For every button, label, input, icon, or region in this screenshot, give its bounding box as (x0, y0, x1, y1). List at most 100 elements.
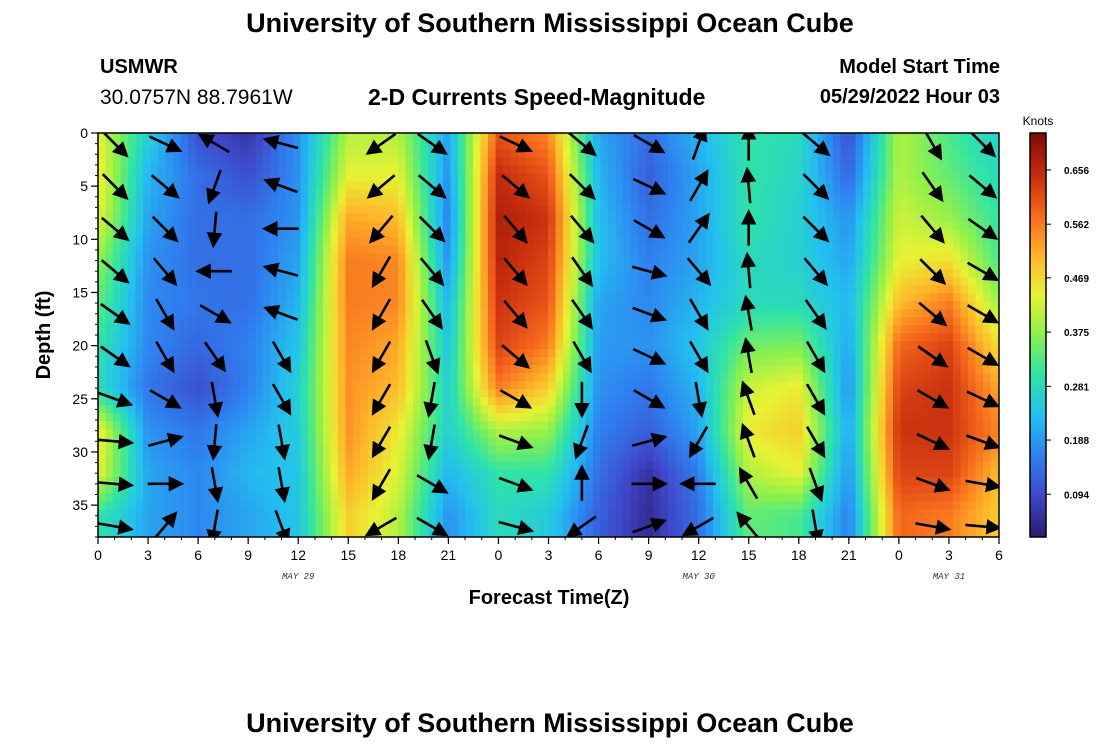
heatmap-cell (113, 333, 122, 342)
heatmap-cell (98, 141, 107, 150)
heatmap-cell (158, 333, 167, 342)
heatmap-cell (113, 477, 122, 486)
heatmap-cell (203, 373, 212, 382)
heatmap-cell (135, 141, 144, 150)
heatmap-cell (735, 189, 744, 198)
heatmap-cell (480, 365, 489, 374)
heatmap-cell (713, 157, 722, 166)
heatmap-cell (728, 173, 737, 182)
heatmap-cell (255, 485, 264, 494)
heatmap-cell (480, 405, 489, 414)
heatmap-cell (698, 333, 707, 342)
heatmap-cell (675, 261, 684, 270)
heatmap-cell (218, 509, 227, 518)
heatmap-cell (285, 301, 294, 310)
heatmap-cell (360, 277, 369, 286)
heatmap-cell (315, 277, 324, 286)
heatmap-cell (525, 509, 534, 518)
heatmap-cell (180, 317, 189, 326)
heatmap-cell (150, 293, 159, 302)
heatmap-cell (503, 445, 512, 454)
heatmap-cell (360, 533, 369, 537)
heatmap-cell (705, 165, 714, 174)
heatmap-cell (645, 277, 654, 286)
heatmap-cell (630, 333, 639, 342)
heatmap-cell (450, 397, 459, 406)
heatmap-cell (240, 157, 249, 166)
heatmap-cell (518, 301, 527, 310)
heatmap-cell (293, 221, 302, 230)
heatmap-cell (203, 445, 212, 454)
heatmap-cell (465, 149, 474, 158)
heatmap-cell (675, 333, 684, 342)
heatmap-cell (735, 253, 744, 262)
heatmap-cell (368, 373, 377, 382)
heatmap-cell (473, 469, 482, 478)
heatmap-cell (630, 381, 639, 390)
heatmap-cell (540, 469, 549, 478)
heatmap-cell (675, 269, 684, 278)
heatmap-cell (510, 533, 519, 537)
heatmap-cell (705, 237, 714, 246)
heatmap-cell (728, 197, 737, 206)
heatmap-cell (195, 365, 204, 374)
heatmap-cell (503, 245, 512, 254)
heatmap-cell (120, 341, 129, 350)
heatmap-cell (495, 285, 504, 294)
heatmap-cell (555, 149, 564, 158)
heatmap-cell (210, 325, 219, 334)
heatmap-cell (555, 509, 564, 518)
heatmap-cell (803, 197, 812, 206)
heatmap-cell (510, 325, 519, 334)
heatmap-cell (510, 397, 519, 406)
heatmap-cell (540, 477, 549, 486)
heatmap-cell (533, 197, 542, 206)
heatmap-cell (788, 157, 797, 166)
heatmap-cell (135, 429, 144, 438)
heatmap-cell (105, 325, 114, 334)
heatmap-cell (638, 237, 647, 246)
heatmap-cell (713, 141, 722, 150)
heatmap-cell (533, 165, 542, 174)
heatmap-cell (630, 517, 639, 526)
heatmap-cell (533, 445, 542, 454)
heatmap-cell (623, 485, 632, 494)
heatmap-cell (750, 517, 759, 526)
heatmap-cell (630, 141, 639, 150)
heatmap-cell (375, 149, 384, 158)
heatmap-cell (308, 173, 317, 182)
heatmap-cell (593, 229, 602, 238)
heatmap-cell (173, 421, 182, 430)
heatmap-cell (263, 453, 272, 462)
heatmap-cell (210, 373, 219, 382)
heatmap-cell (495, 229, 504, 238)
heatmap-cell (548, 253, 557, 262)
heatmap-cell (375, 413, 384, 422)
heatmap-cell (773, 221, 782, 230)
heatmap-cell (773, 397, 782, 406)
heatmap-cell (563, 269, 572, 278)
heatmap-cell (428, 245, 437, 254)
heatmap-cell (150, 165, 159, 174)
heatmap-cell (405, 365, 414, 374)
heatmap-cell (818, 309, 827, 318)
heatmap-cell (435, 173, 444, 182)
heatmap-cell (690, 285, 699, 294)
heatmap-cell (518, 349, 527, 358)
heatmap-cell (113, 285, 122, 294)
heatmap-cell (293, 293, 302, 302)
heatmap-cell (668, 181, 677, 190)
heatmap-cell (383, 181, 392, 190)
heatmap-cell (473, 397, 482, 406)
heatmap-cell (623, 149, 632, 158)
heatmap-cell (443, 389, 452, 398)
heatmap-cell (660, 221, 669, 230)
heatmap-cell (398, 413, 407, 422)
heatmap-cell (720, 237, 729, 246)
heatmap-cell (713, 301, 722, 310)
heatmap-cell (555, 413, 564, 422)
heatmap-cell (668, 157, 677, 166)
heatmap-cell (255, 397, 264, 406)
heatmap-cell (195, 285, 204, 294)
heatmap-cell (540, 269, 549, 278)
